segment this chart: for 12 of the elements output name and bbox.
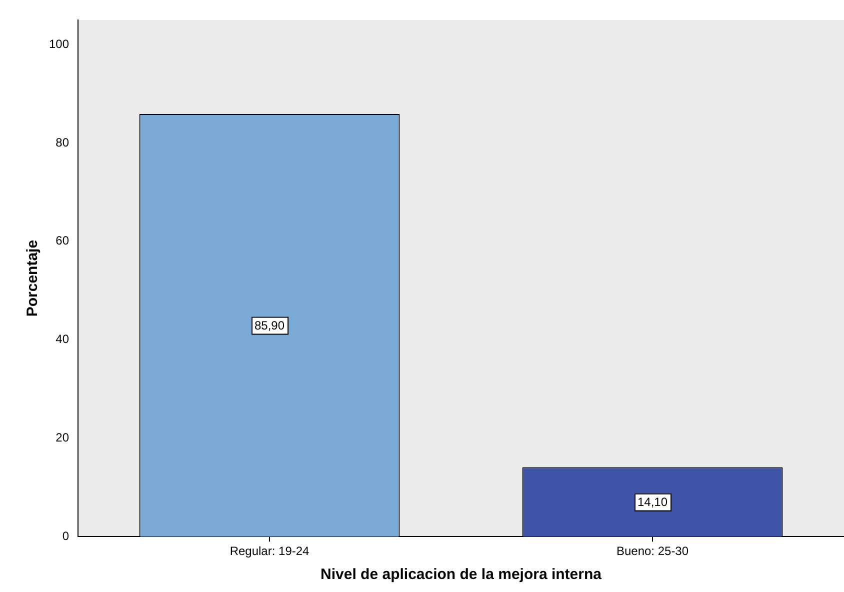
y-tick-label: 40: [56, 332, 70, 346]
x-axis-title: Nivel de aplicacion de la mejora interna: [320, 566, 602, 584]
data-label: 14,10: [637, 495, 668, 510]
data-label: 85,90: [254, 318, 285, 333]
x-tick-label: Bueno: 25-30: [616, 544, 689, 558]
y-axis-title: Porcentaje: [24, 240, 42, 317]
y-tick-label: 80: [56, 135, 70, 150]
y-tick-label: 20: [56, 430, 70, 445]
y-tick-label: 0: [62, 528, 70, 543]
x-tick-label: Regular: 19-24: [230, 544, 310, 558]
y-tick-label: 100: [48, 36, 70, 51]
y-tick-label: 60: [56, 234, 70, 248]
